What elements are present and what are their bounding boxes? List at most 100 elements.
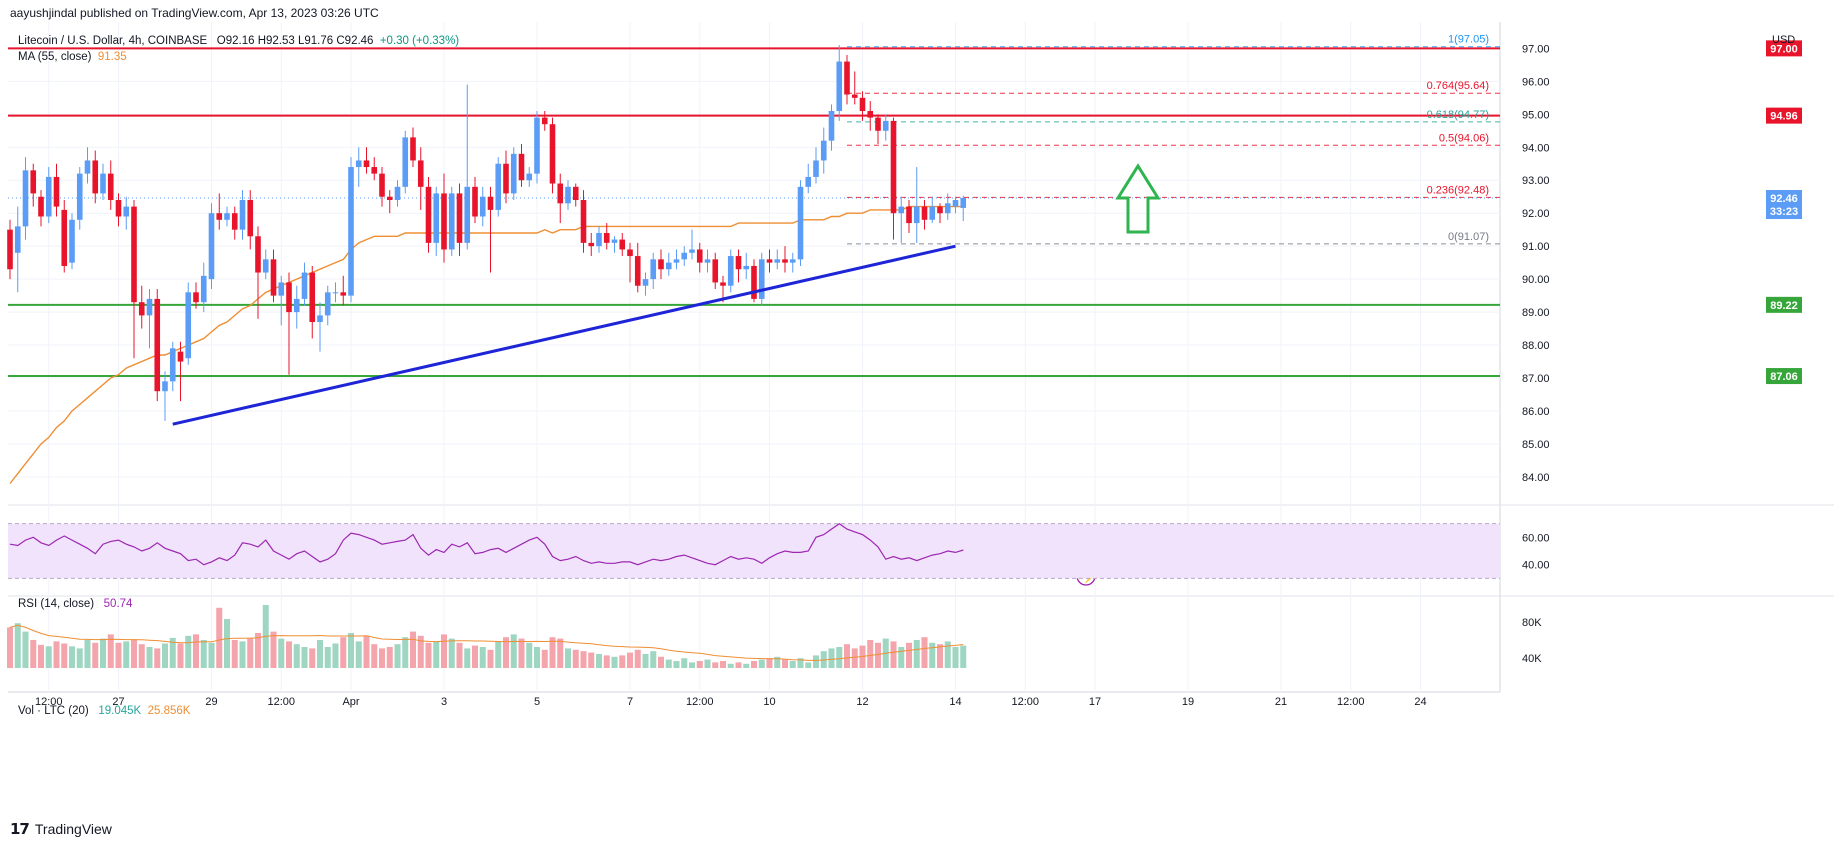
candle — [495, 157, 502, 217]
candle — [898, 196, 905, 243]
volume-tick-label: 40K — [1522, 653, 1542, 665]
candle-body — [224, 213, 230, 220]
symbol-info: Litecoin / U.S. Dollar, 4h, COINBASE O92… — [18, 35, 459, 47]
candle-body — [952, 200, 959, 207]
candle — [658, 249, 664, 280]
volume-bar — [162, 643, 168, 668]
candle-body — [820, 140, 827, 161]
volume-bar — [642, 654, 649, 668]
volume-bar — [937, 644, 943, 668]
candle-body — [735, 256, 742, 270]
candle — [45, 167, 52, 224]
volume-bar — [53, 641, 60, 668]
candle — [7, 219, 13, 280]
candle-body — [727, 256, 734, 286]
time-tick-label: 12:00 — [1011, 696, 1039, 708]
candle — [293, 285, 300, 329]
candle-body — [363, 160, 370, 168]
volume-bar — [45, 646, 52, 668]
time-tick-label: 12 — [856, 696, 868, 708]
volume-bar — [650, 651, 657, 668]
time-tick-label: Apr — [342, 696, 359, 708]
candle — [262, 249, 269, 280]
candle — [255, 226, 261, 319]
volume-bar — [665, 659, 672, 668]
volume-bar — [348, 633, 354, 668]
volume-bar — [565, 648, 571, 668]
candle — [146, 289, 153, 349]
candle — [929, 196, 936, 224]
candle-body — [766, 259, 773, 263]
volume-bar — [115, 642, 122, 668]
candle — [921, 200, 928, 230]
candle-body — [38, 196, 44, 217]
volume-bar — [255, 633, 261, 668]
candle-body — [84, 160, 91, 174]
candle-body — [526, 173, 533, 181]
candle-body — [61, 209, 68, 266]
candle-body — [789, 259, 796, 263]
volume-bar — [929, 642, 936, 668]
candle — [131, 200, 137, 359]
candle-body — [634, 256, 641, 286]
candle-body — [193, 292, 199, 303]
ma-legend[interactable]: MA (55, close) 91.35 — [18, 51, 127, 63]
candle — [487, 186, 494, 273]
candle-body — [92, 160, 99, 194]
volume-bar — [425, 642, 432, 668]
candle — [247, 190, 254, 250]
candle — [185, 282, 192, 365]
candle — [154, 289, 161, 402]
tradingview-brand[interactable]: 𝟭𝟳 TradingView — [10, 820, 112, 838]
volume-bar — [100, 638, 106, 668]
candle-body — [875, 117, 881, 131]
volume-bar — [681, 658, 688, 668]
candle — [216, 193, 223, 230]
price-tag: 33:23 — [1766, 203, 1802, 220]
volume-bar — [14, 623, 21, 668]
candle — [379, 167, 385, 207]
volume-bar — [658, 656, 664, 668]
volume-bar — [549, 637, 556, 668]
candle — [286, 272, 292, 375]
rsi-value: 50.74 — [103, 598, 133, 610]
candle — [766, 249, 773, 273]
volume-bar — [69, 646, 75, 668]
price-tag-bg — [1766, 296, 1802, 313]
volume-bar — [293, 644, 300, 668]
volume-bar — [131, 640, 137, 668]
candle — [441, 173, 447, 263]
candle — [743, 252, 750, 280]
candle-body — [658, 259, 664, 270]
price-tick-label: 89.00 — [1522, 307, 1550, 319]
price-tick-label: 93.00 — [1522, 175, 1550, 187]
volume-bar — [433, 641, 440, 668]
volume-legend[interactable]: Vol · LTC (20) 19.045K 25.856K — [18, 705, 190, 717]
time-tick-label: 21 — [1275, 696, 1287, 708]
candle-body — [255, 236, 261, 273]
candle — [433, 186, 440, 257]
candle — [317, 302, 323, 352]
candle-body — [417, 160, 424, 187]
volume-bar — [286, 641, 292, 668]
volume-bar — [309, 648, 316, 668]
rsi-label: RSI (14, close) — [18, 598, 95, 610]
candle-body — [146, 298, 153, 316]
time-tick-label: 5 — [534, 696, 540, 708]
rsi-legend[interactable]: RSI (14, close) 50.74 — [18, 598, 132, 610]
candle-body — [123, 206, 130, 217]
volume-bar — [960, 645, 967, 668]
volume-bar — [154, 648, 161, 668]
candle — [712, 252, 719, 290]
volume-bar — [340, 637, 347, 668]
volume-bar — [534, 647, 540, 668]
ascending-trendline — [172, 244, 956, 426]
volume-bar — [278, 638, 285, 668]
candle — [867, 101, 874, 131]
candle — [944, 193, 951, 220]
candle-body — [813, 160, 819, 177]
price-tag: 87.06 — [1766, 368, 1802, 385]
volume-bar — [193, 634, 199, 668]
candle — [952, 196, 959, 214]
